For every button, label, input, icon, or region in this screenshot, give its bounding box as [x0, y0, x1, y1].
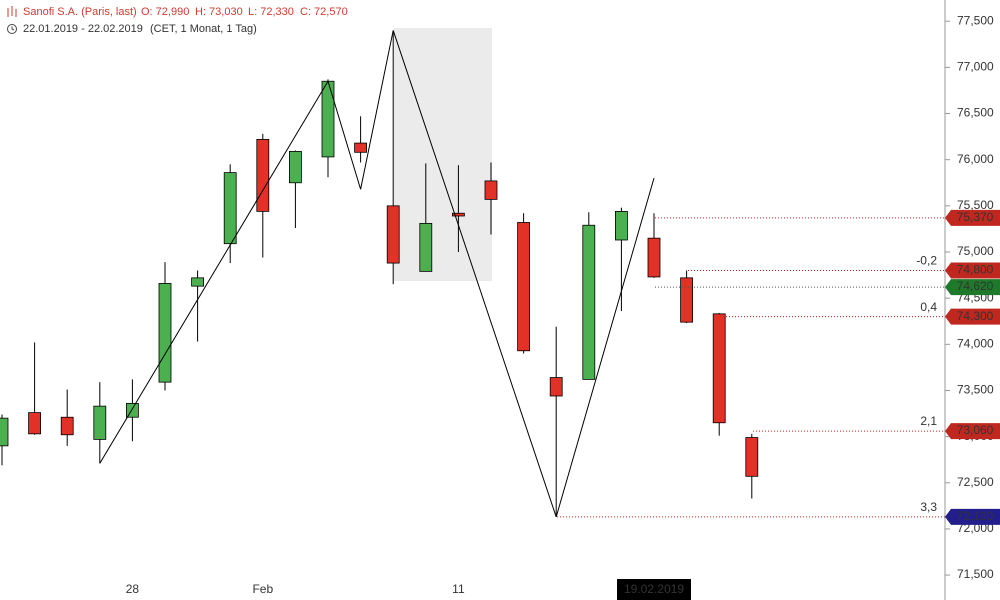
- level-label: 74,800: [957, 263, 994, 277]
- candle-body: [517, 222, 530, 352]
- subtitle: 22.01.2019 - 22.02.2019: [23, 23, 143, 35]
- level-pct: 2,1: [920, 414, 937, 428]
- candle-body: [0, 417, 9, 447]
- x-tick-label: Feb: [252, 582, 273, 596]
- level-label-box: [945, 308, 1000, 325]
- candle-body: [60, 416, 74, 436]
- candle-body: [484, 180, 498, 200]
- level-label: 75,370: [957, 210, 994, 224]
- chart-title: Sanofi S.A. (Paris, last): [23, 6, 137, 18]
- close-label: C: 72,570: [300, 6, 348, 18]
- candle-body: [223, 172, 237, 245]
- zigzag-segment: [360, 30, 394, 190]
- level-label-box: [945, 279, 1000, 296]
- x-tick-label: 28: [126, 582, 140, 596]
- candle-body: [647, 237, 661, 278]
- level-label: 73,060: [957, 423, 994, 437]
- candle-body: [712, 313, 726, 424]
- y-tick-label: 72,500: [957, 475, 994, 489]
- candle-body: [93, 405, 107, 440]
- candle-body: [28, 412, 42, 435]
- candle-body: [321, 80, 335, 158]
- open-label: O: 72,990: [141, 6, 189, 18]
- candle-body: [354, 142, 368, 153]
- zigzag-segment: [555, 178, 655, 518]
- y-tick-label: 77,500: [957, 13, 994, 27]
- candle-body: [582, 224, 596, 380]
- candle-body: [191, 277, 205, 287]
- y-tick-label: 77,000: [957, 60, 994, 74]
- candle-body: [419, 222, 433, 272]
- level-label-box: [945, 209, 1000, 226]
- low-label: L: 72,330: [248, 6, 294, 18]
- level-label-box: [945, 508, 1000, 525]
- y-tick-label: 76,500: [957, 106, 994, 120]
- y-tick-label: 74,000: [957, 336, 994, 350]
- candle-body: [549, 377, 563, 397]
- header-icon: [7, 6, 17, 17]
- y-tick-label: 71,500: [957, 567, 994, 581]
- y-tick-label: 73,500: [957, 383, 994, 397]
- subtitle-note: (CET, 1 Monat, 1 Tag): [150, 23, 257, 35]
- level-pct: 3,3: [920, 500, 937, 514]
- zigzag-segment: [392, 30, 557, 518]
- x-label-highlight: [617, 579, 691, 600]
- level-label-box: [945, 262, 1000, 279]
- level-pct: -0,2: [916, 254, 937, 268]
- candle-body: [256, 138, 270, 212]
- range-highlight: [394, 28, 492, 281]
- candle-body: [745, 437, 759, 477]
- level-pct: 0,4: [920, 300, 937, 314]
- high-label: H: 73,030: [195, 6, 243, 18]
- candle-body: [288, 150, 302, 184]
- candle-body: [451, 212, 465, 217]
- candle-body: [386, 205, 400, 264]
- candle-body: [158, 282, 172, 383]
- level-label: 72,130: [957, 509, 994, 523]
- x-tick-label: 11: [452, 582, 465, 596]
- level-label-box: [945, 423, 1000, 440]
- y-tick-label: 76,000: [957, 152, 994, 166]
- clock-icon: [7, 24, 17, 34]
- zigzag-segment: [99, 80, 329, 464]
- x-tick-label: 19.02.2019: [624, 582, 684, 596]
- y-tick-label: 75,500: [957, 198, 994, 212]
- level-label: 74,300: [957, 309, 994, 323]
- y-tick-label: 75,000: [957, 244, 994, 258]
- candle-body: [615, 210, 628, 241]
- candle-body: [680, 277, 693, 323]
- zigzag-segment: [327, 81, 362, 190]
- level-label: 74,620: [957, 279, 994, 293]
